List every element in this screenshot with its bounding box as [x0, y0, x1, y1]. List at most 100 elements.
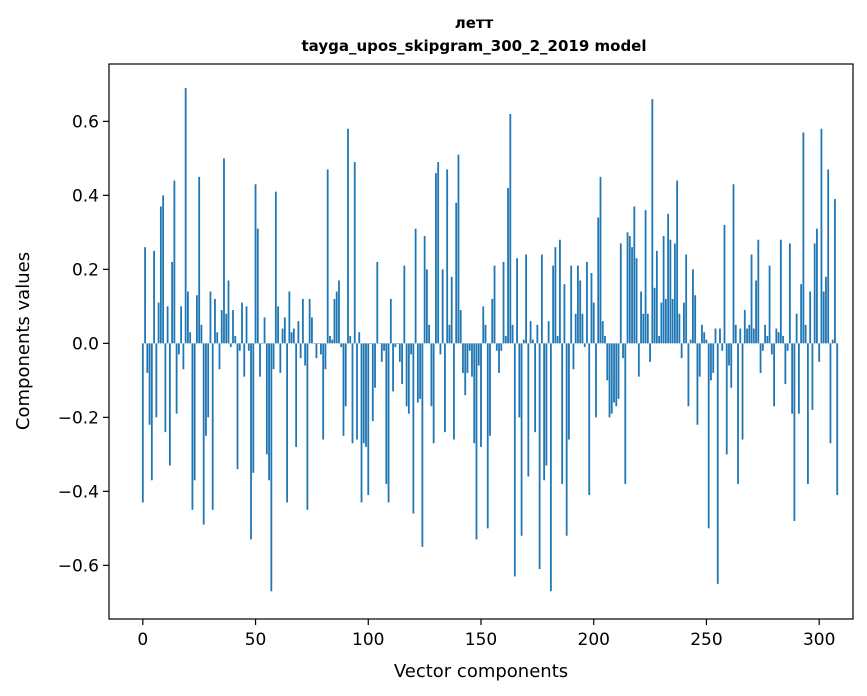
bar-264: [737, 343, 739, 484]
bar-301: [820, 128, 823, 344]
bar-53: [261, 343, 264, 344]
bar-19: [184, 88, 187, 344]
bar-268: [746, 328, 748, 344]
bar-135: [446, 169, 449, 344]
bar-221: [640, 291, 642, 344]
bar-267: [743, 310, 746, 344]
bar-269: [748, 324, 751, 344]
bar-175: [536, 324, 539, 344]
bar-45: [243, 343, 246, 377]
bar-40: [232, 310, 234, 344]
bar-11: [166, 306, 169, 344]
bar-99: [365, 343, 367, 447]
bar-266: [741, 343, 744, 440]
x-axis-label: Vector components: [394, 661, 568, 682]
bar-91: [347, 128, 349, 344]
bar-134: [444, 343, 446, 433]
bar-5: [153, 250, 155, 344]
bar-98: [362, 343, 365, 444]
bar-248: [701, 324, 703, 344]
bar-47: [247, 343, 250, 351]
bar-30: [209, 291, 212, 344]
bar-251: [707, 343, 710, 529]
y-tick-label: 0.2: [72, 260, 99, 280]
bar-208: [610, 343, 613, 414]
bar-293: [802, 132, 805, 344]
bar-113: [396, 343, 399, 344]
bar-263: [734, 324, 737, 344]
bar-308: [836, 343, 839, 496]
bar-62: [281, 328, 284, 344]
bar-204: [601, 321, 604, 344]
bar-283: [779, 239, 782, 344]
bar-220: [637, 343, 640, 377]
bar-203: [599, 176, 602, 344]
bar-59: [274, 191, 277, 344]
bar-234: [669, 239, 672, 344]
bar-31: [211, 343, 214, 510]
bar-60: [277, 306, 279, 344]
bar-286: [786, 343, 789, 351]
bar-119: [410, 343, 413, 355]
bar-33: [216, 332, 219, 344]
bar-180: [547, 321, 550, 344]
bar-252: [710, 343, 712, 381]
bar-176: [538, 343, 541, 570]
bar-78: [317, 343, 320, 344]
bar-74: [308, 298, 311, 344]
bar-23: [193, 343, 196, 481]
bar-104: [376, 261, 379, 344]
bar-66: [290, 332, 293, 344]
bar-151: [482, 306, 485, 344]
bar-239: [680, 343, 683, 359]
bar-72: [304, 343, 307, 366]
bar-132: [439, 343, 442, 355]
bar-243: [689, 339, 692, 344]
bar-137: [450, 276, 453, 344]
bar-37: [225, 313, 228, 344]
bar-65: [288, 291, 291, 344]
bar-76: [313, 343, 316, 344]
bar-48: [250, 343, 252, 540]
bar-191: [572, 343, 575, 370]
bar-117: [405, 343, 408, 407]
bar-245: [694, 295, 697, 344]
bar-44: [241, 302, 243, 344]
bar-3: [148, 343, 151, 425]
bar-110: [389, 298, 392, 344]
bar-147: [473, 343, 476, 444]
bar-277: [766, 335, 769, 344]
bar-254: [714, 328, 717, 344]
bar-169: [522, 339, 525, 344]
bar-114: [398, 343, 401, 362]
bar-12: [168, 343, 171, 466]
bar-46: [245, 306, 248, 344]
bar-172: [529, 321, 532, 344]
bar-106: [380, 343, 383, 362]
bar-255: [716, 343, 719, 584]
bar-194: [579, 280, 582, 344]
bar-178: [543, 343, 546, 481]
bar-174: [534, 343, 537, 433]
bar-232: [664, 298, 667, 344]
bar-149: [477, 343, 480, 366]
y-tick-label: 0.0: [72, 334, 99, 354]
bar-148: [475, 343, 478, 540]
bar-49: [252, 343, 255, 473]
bar-184: [556, 335, 559, 344]
bar-94: [353, 162, 356, 344]
bar-67: [292, 328, 295, 344]
bar-69: [297, 321, 300, 344]
bar-155: [491, 298, 494, 344]
y-tick-label: −0.2: [58, 408, 99, 428]
bar-86: [335, 291, 338, 344]
bar-231: [662, 236, 665, 344]
bar-4: [150, 343, 153, 481]
bar-210: [615, 343, 618, 407]
bar-214: [624, 343, 627, 484]
bar-16: [177, 343, 180, 355]
bar-64: [286, 343, 289, 503]
bar-13: [171, 261, 174, 344]
bar-199: [590, 273, 593, 344]
bar-215: [626, 232, 629, 344]
